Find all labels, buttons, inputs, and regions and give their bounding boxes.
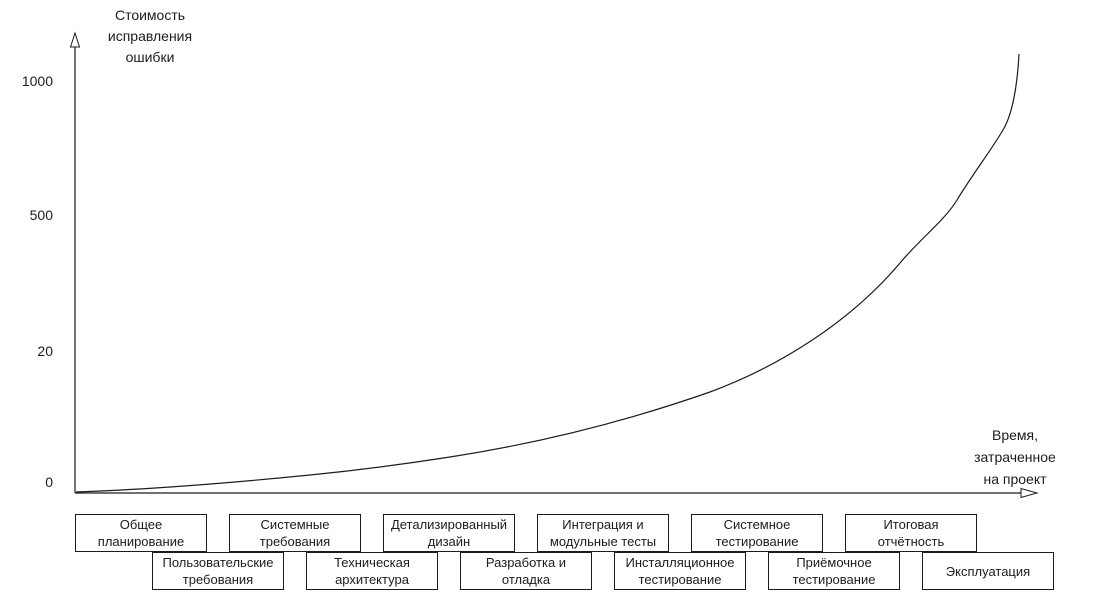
phase-box-detailed-design: Детализированный дизайн (383, 514, 515, 552)
phase-box-acceptance-testing: Приёмочное тестирование (768, 552, 900, 590)
y-tick-1000: 1000 (21, 73, 53, 89)
phase-box-user-requirements: Пользовательские требования (152, 552, 284, 590)
phase-box-system-requirements: Системные требования (229, 514, 361, 552)
phase-box-final-reporting: Итоговая отчётность (845, 514, 977, 552)
phase-box-integration-module-tests: Интеграция и модульные тесты (537, 514, 669, 552)
cost-curve (75, 53, 1020, 493)
phase-box-system-testing: Системное тестирование (691, 514, 823, 552)
phase-box-general-planning: Общее планирование (75, 514, 207, 552)
phase-box-installation-testing: Инсталляционное тестирование (614, 552, 746, 590)
x-axis-arrowhead-icon (1020, 487, 1039, 499)
phase-box-technical-architecture: Техническая архитектура (306, 552, 438, 590)
y-tick-500: 500 (29, 207, 53, 223)
y-tick-0: 0 (45, 474, 53, 490)
y-axis-title: Стоимость исправления ошибки (107, 7, 193, 65)
y-tick-20: 20 (37, 343, 53, 359)
phase-box-operation: Эксплуатация (922, 552, 1054, 590)
phase-box-development-debugging: Разработка и отладка (460, 552, 592, 590)
y-axis-arrowhead-icon (69, 31, 81, 48)
x-axis-label: Время, затраченное на проект (974, 427, 1056, 487)
